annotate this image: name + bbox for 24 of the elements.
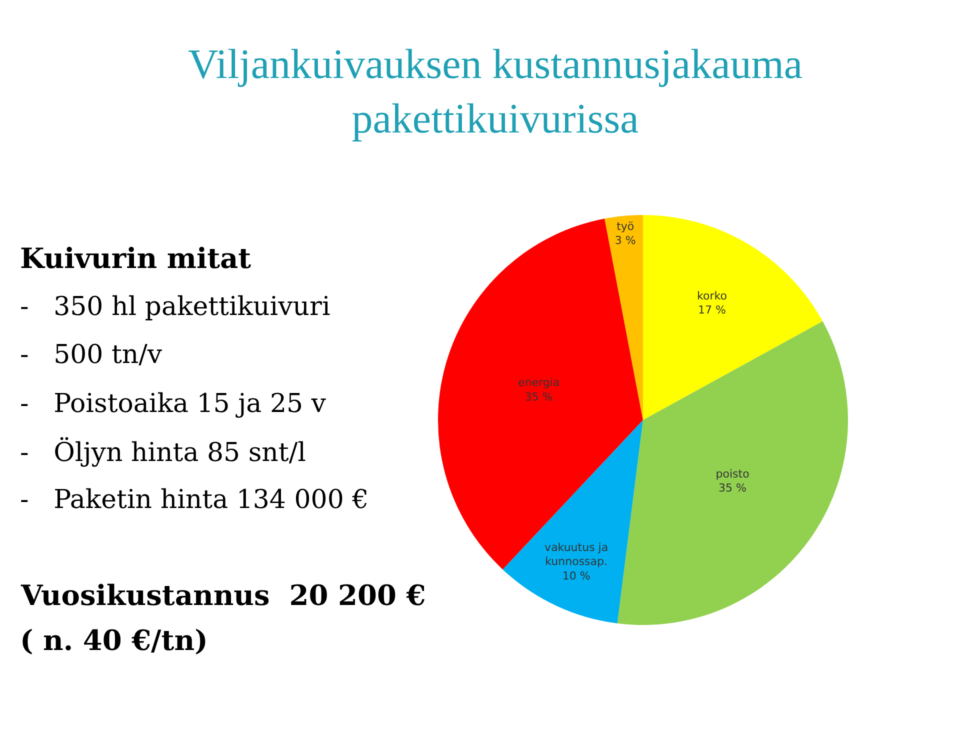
slice-label: energia: [518, 376, 560, 390]
slice-label: poisto: [716, 467, 750, 480]
text: Vuosikustannus 20 200 €: [20, 579, 426, 612]
slice-label: vakuutus ja kunnossap.: [544, 540, 608, 568]
text: - 500 tn/v: [20, 340, 162, 370]
slice-label: korko: [697, 289, 728, 302]
text: - Öljyn hinta 85 snt/l: [20, 437, 306, 468]
chart-title: Viljankuivauksen kustannusjakauma pakettikuivurissa: [188, 42, 803, 143]
pie-slice: [502, 420, 643, 624]
text: ( n. 40 €/tn): [20, 624, 208, 657]
text: - Paketin hinta 134 000 €: [20, 485, 369, 515]
slice-label: työ: [616, 220, 634, 233]
data-label: 10 %: [562, 570, 590, 582]
data-label: 35 %: [718, 482, 747, 495]
pie-slice: [438, 218, 643, 570]
data-label: 35 %: [524, 390, 553, 404]
text: - Poistoaika 15 ja 25 v: [20, 389, 326, 419]
data-label: 17 %: [698, 304, 726, 317]
data-label: 3 %: [614, 234, 636, 248]
text: - 350 hl pakettikuivuri: [20, 292, 330, 322]
pie-slice: [617, 321, 848, 625]
text: Kuivurin mitat: [20, 242, 252, 275]
pie-slice: [604, 215, 643, 420]
pie-slice: [643, 215, 823, 420]
